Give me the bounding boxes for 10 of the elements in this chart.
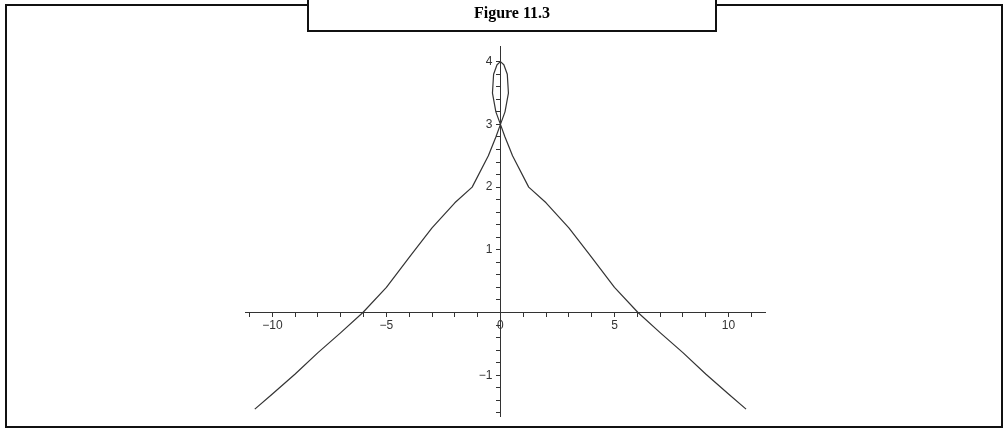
- y-tick-label: −1: [478, 367, 493, 382]
- y-tick-label: 1: [485, 242, 493, 257]
- chart-title: Figure 11.3: [307, 0, 717, 32]
- y-tick-label: 4: [485, 53, 493, 68]
- x-tick-label: 10: [721, 317, 736, 332]
- x-tick-label: −10: [262, 317, 283, 332]
- y-tick-label: 2: [485, 179, 493, 194]
- x-tick-label: −5: [379, 317, 394, 332]
- y-tick-label: 3: [485, 116, 493, 131]
- x-tick-label: 5: [611, 317, 619, 332]
